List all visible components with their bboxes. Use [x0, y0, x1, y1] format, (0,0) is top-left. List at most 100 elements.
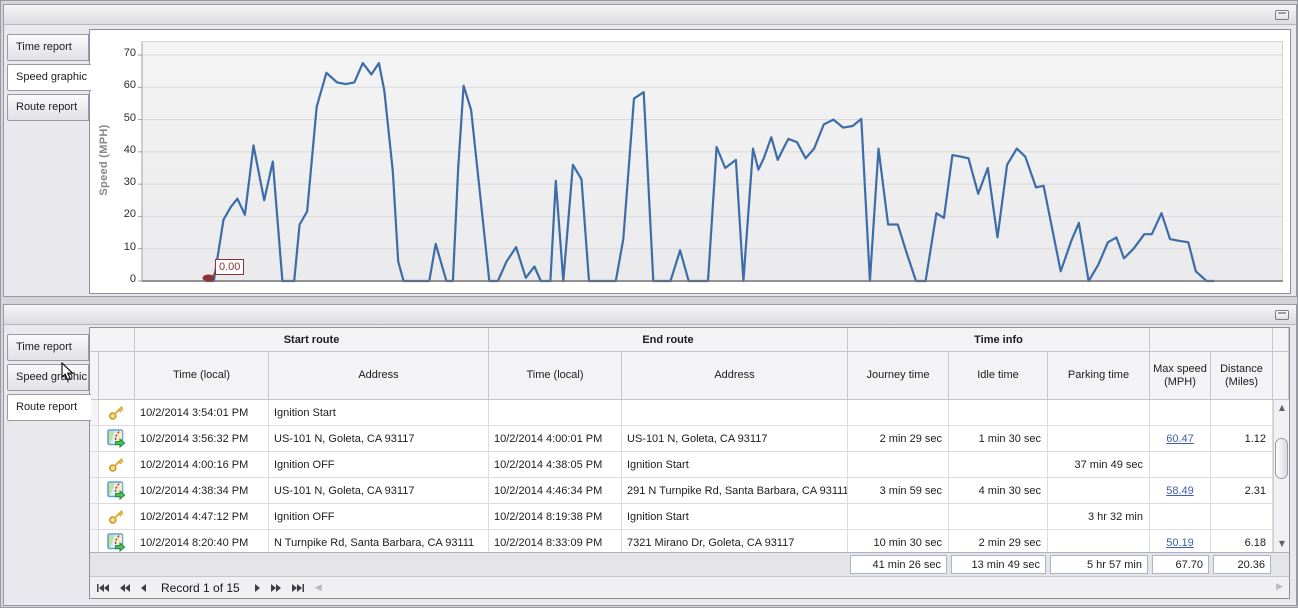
route-table: Start route End route Time info Time (loca… — [89, 327, 1290, 599]
next-record-button[interactable] — [254, 583, 261, 593]
key-icon — [99, 452, 135, 478]
cell-end-time: 10/2/2014 4:38:05 PM — [489, 452, 622, 478]
prev-page-button[interactable] — [119, 583, 131, 593]
column-header-idle-time[interactable]: Idle time — [949, 352, 1048, 400]
cell-parking-time — [1048, 478, 1150, 504]
maximize-icon[interactable] — [1275, 310, 1289, 320]
row-indicator — [90, 478, 99, 504]
cell-parking-time — [1048, 400, 1150, 426]
cell-start-address: Ignition OFF — [269, 452, 489, 478]
hscroll-left-icon[interactable]: ◀ — [314, 582, 322, 593]
pager: Record 1 of 15 ◀ ▶ — [90, 576, 1289, 598]
scrollbar-thumb[interactable] — [1275, 438, 1288, 479]
cell-start-time: 10/2/2014 4:00:16 PM — [135, 452, 269, 478]
row-indicator — [90, 426, 99, 452]
tab-route-report-bottom[interactable]: Route report — [7, 394, 91, 421]
first-record-button[interactable] — [96, 583, 110, 593]
row-indicator — [90, 452, 99, 478]
scroll-down-icon[interactable]: ▼ — [1274, 536, 1289, 552]
cell-idle-time: 1 min 30 sec — [949, 426, 1048, 452]
table-row[interactable]: 10/2/2014 4:00:16 PM Ignition OFF 10/2/201… — [90, 452, 1289, 478]
max-speed-link[interactable]: 50.19 — [1166, 536, 1194, 549]
y-tick-label: 0 — [129, 273, 136, 285]
cell-parking-time: 3 hr 32 min — [1048, 504, 1150, 530]
zero-marker — [202, 274, 215, 282]
prev-record-button[interactable] — [140, 583, 147, 593]
column-header-distance-miles[interactable]: Distance (Miles) — [1211, 352, 1273, 400]
group-header: End route — [489, 328, 848, 352]
max-speed-link[interactable]: 60.47 — [1166, 432, 1194, 445]
row-indicator — [90, 504, 99, 530]
next-page-button[interactable] — [270, 583, 282, 593]
tab-speed-graphic-bottom[interactable]: Speed graphic — [7, 364, 89, 391]
column-header-max-speed-mph[interactable]: Max speed (MPH) — [1150, 352, 1211, 400]
cell-idle-time: 4 min 30 sec — [949, 478, 1048, 504]
column-header-parking-time[interactable]: Parking time — [1048, 352, 1150, 400]
speed-series-line — [206, 62, 1214, 283]
group-header-filler — [1273, 328, 1289, 352]
scroll-up-icon[interactable]: ▲ — [1274, 400, 1289, 416]
cell-idle-time — [949, 400, 1048, 426]
cell-journey-time — [848, 504, 949, 530]
cell-end-address: 291 N Turnpike Rd, Santa Barbara, CA 931… — [622, 478, 848, 504]
chart-plot-area: 0.00 — [138, 41, 1283, 283]
y-tick-label: 20 — [123, 208, 136, 221]
column-header-time-local[interactable]: Time (local) — [489, 352, 622, 400]
tab-speed-graphic-top[interactable]: Speed graphic — [7, 64, 91, 91]
cell-end-address: 7321 Mirano Dr, Goleta, CA 93117 — [622, 530, 848, 552]
table-row[interactable]: 10/2/2014 3:56:32 PM US-101 N, Goleta, CA… — [90, 426, 1289, 452]
cell-end-time: 10/2/2014 4:46:34 PM — [489, 478, 622, 504]
speed-chart-box: Speed (MPH) 0 10 20 30 40 50 60 70 0.00 — [89, 29, 1291, 294]
speed-line-chart — [138, 42, 1283, 283]
table-row[interactable]: 10/2/2014 4:47:12 PM Ignition OFF 10/2/201… — [90, 504, 1289, 530]
cell-parking-time — [1048, 426, 1150, 452]
cell-start-time: 10/2/2014 3:54:01 PM — [135, 400, 269, 426]
key-icon — [99, 400, 135, 426]
column-header-address[interactable]: Address — [269, 352, 489, 400]
group-header: Start route — [135, 328, 489, 352]
table-row[interactable]: 10/2/2014 4:38:34 PM US-101 N, Goleta, CA… — [90, 478, 1289, 504]
cell-journey-time: 3 min 59 sec — [848, 478, 949, 504]
column-header-time-local[interactable]: Time (local) — [135, 352, 269, 400]
speed-graphic-panel: Time report Speed graphic Route report S… — [3, 4, 1297, 297]
tab-route-report-top[interactable]: Route report — [7, 94, 89, 121]
cell-journey-time — [848, 400, 949, 426]
maximize-icon[interactable] — [1275, 10, 1289, 20]
cell-max-speed — [1150, 400, 1211, 426]
cell-distance: 1.12 — [1211, 426, 1273, 452]
vertical-scrollbar[interactable]: ▲ ▼ — [1273, 400, 1289, 552]
hscroll-right-icon[interactable]: ▶ — [1276, 582, 1283, 592]
cell-journey-time: 10 min 30 sec — [848, 530, 949, 552]
group-header — [1150, 328, 1273, 352]
cell-start-address: N Turnpike Rd, Santa Barbara, CA 93111 — [269, 530, 489, 552]
column-header-empty — [99, 352, 135, 400]
mouse-cursor — [61, 362, 74, 381]
tab-time-report-bottom[interactable]: Time report — [7, 334, 89, 361]
annotation-label: 0.00 — [215, 259, 245, 275]
cell-start-address: US-101 N, Goleta, CA 93117 — [269, 426, 489, 452]
summary-journey-time: 41 min 26 sec — [850, 555, 947, 574]
tab-time-report-top[interactable]: Time report — [7, 34, 89, 61]
last-record-button[interactable] — [291, 583, 305, 593]
cell-start-time: 10/2/2014 4:47:12 PM — [135, 504, 269, 530]
cell-end-address: Ignition Start — [622, 504, 848, 530]
cell-max-speed: 58.49 — [1150, 478, 1211, 504]
cell-idle-time — [949, 504, 1048, 530]
cell-end-time — [489, 400, 622, 426]
cell-idle-time — [949, 452, 1048, 478]
table-row[interactable]: 10/2/2014 3:54:01 PM Ignition Start — [90, 400, 1289, 426]
max-speed-link[interactable]: 58.49 — [1166, 484, 1194, 497]
pager-buttons-left — [96, 583, 147, 593]
cell-start-address: Ignition OFF — [269, 504, 489, 530]
cell-end-time: 10/2/2014 8:33:09 PM — [489, 530, 622, 552]
column-header-journey-time[interactable]: Journey time — [848, 352, 949, 400]
row-indicator — [90, 400, 99, 426]
y-tick-label: 70 — [123, 47, 136, 59]
table-body: 10/2/2014 3:54:01 PM Ignition Start 10/2/2… — [90, 400, 1289, 552]
column-header-address[interactable]: Address — [622, 352, 848, 400]
table-row[interactable]: 10/2/2014 8:20:40 PM N Turnpike Rd, Santa… — [90, 530, 1289, 552]
key-icon — [99, 504, 135, 530]
cell-start-time: 10/2/2014 3:56:32 PM — [135, 426, 269, 452]
summary-parking-time: 5 hr 57 min — [1050, 555, 1148, 574]
route-report-panel: Time report Speed graphic Route report S… — [3, 304, 1297, 606]
